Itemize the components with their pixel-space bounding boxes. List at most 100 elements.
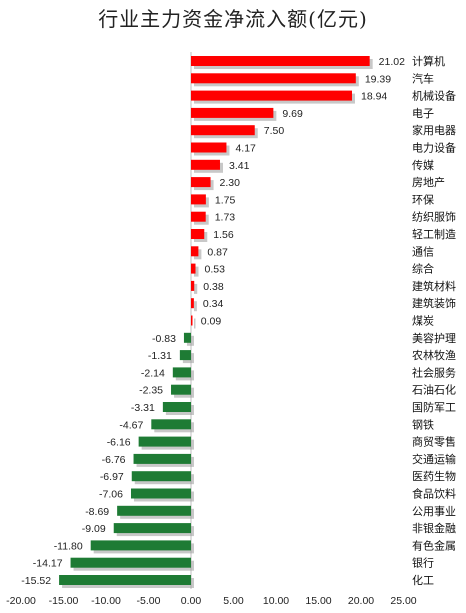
bar-value-label: -6.16 xyxy=(107,437,131,449)
bar-value-label: -14.17 xyxy=(33,558,63,570)
bar xyxy=(191,315,193,326)
bar-value-label: -2.35 xyxy=(139,385,163,397)
category-label: 传媒 xyxy=(412,159,434,172)
x-tick-label: -10.00 xyxy=(91,595,121,607)
category-label: 电力设备 xyxy=(412,141,456,155)
bar xyxy=(113,523,191,534)
category-label: 通信 xyxy=(412,245,434,258)
bar xyxy=(191,298,194,309)
category-label: 国防军工 xyxy=(412,400,456,414)
category-label: 银行 xyxy=(412,556,434,570)
category-label: 轻工制造 xyxy=(412,227,456,241)
category-label: 环保 xyxy=(412,192,434,206)
bar xyxy=(183,332,191,343)
category-label: 煤炭 xyxy=(412,315,434,328)
bar-shadow xyxy=(194,266,199,277)
x-tick-label: -15.00 xyxy=(49,595,79,607)
category-label: 化工 xyxy=(412,573,434,587)
bar xyxy=(172,367,191,378)
x-axis: -20.00 -15.00 -10.00 -5.00 0.00 5.00 10.00 15.0… xyxy=(6,595,417,607)
bar-value-label: 2.30 xyxy=(220,177,241,189)
bar xyxy=(130,488,191,499)
bar-value-label: 0.09 xyxy=(201,316,222,328)
bar-value-label: -3.31 xyxy=(131,402,155,414)
bar-value-label: -6.97 xyxy=(100,471,124,483)
bar xyxy=(191,73,356,84)
bar-value-label: 0.34 xyxy=(203,298,224,310)
bar xyxy=(191,229,205,239)
bar xyxy=(179,350,191,361)
category-label: 计算机 xyxy=(412,54,445,68)
bar-value-label: 0.53 xyxy=(205,264,226,276)
bar xyxy=(151,419,191,430)
bar xyxy=(171,384,191,395)
bar-value-label: 0.87 xyxy=(207,246,228,258)
category-label: 纺织服饰 xyxy=(412,210,456,224)
x-tick-label: -20.00 xyxy=(6,595,36,607)
bar xyxy=(191,263,196,274)
category-label: 建筑材料 xyxy=(412,279,456,293)
bar-value-label: 18.94 xyxy=(361,91,387,103)
category-label: 综合 xyxy=(412,262,434,276)
category-label: 食品饮料 xyxy=(412,487,456,501)
bar xyxy=(191,211,206,222)
bar-value-label: -4.67 xyxy=(119,419,143,431)
category-label: 农林牧渔 xyxy=(412,348,456,362)
bar-shadow xyxy=(194,301,197,312)
bar xyxy=(131,471,191,482)
bar-value-label: -2.14 xyxy=(141,367,165,379)
category-label: 医药生物 xyxy=(412,469,456,483)
category-label: 公用事业 xyxy=(412,505,456,518)
category-label: 商贸零售 xyxy=(412,435,456,449)
bar-value-label: 4.17 xyxy=(235,143,256,155)
category-label: 房地产 xyxy=(412,175,445,189)
category-label: 有色金属 xyxy=(412,538,456,552)
category-label: 建筑装饰 xyxy=(412,296,456,310)
x-tick-label: 5.00 xyxy=(223,595,244,607)
category-label: 美容护理 xyxy=(412,331,456,345)
bar xyxy=(191,280,195,291)
bar-value-label: 9.69 xyxy=(282,108,303,120)
bar xyxy=(70,557,191,568)
category-label: 交通运输 xyxy=(412,452,456,466)
bars-group: 21.02 计算机 19.39 汽车 18.94 机械设备 9.69 电子 7.50 家用电器 4.… xyxy=(21,52,456,589)
bar-value-label: -7.06 xyxy=(99,489,123,501)
bar-value-label: -11.80 xyxy=(54,540,83,552)
bar xyxy=(191,142,227,153)
bar-value-label: -15.52 xyxy=(21,575,51,587)
bar xyxy=(59,575,191,585)
bar xyxy=(191,159,220,170)
bar xyxy=(138,436,191,447)
category-label: 钢铁 xyxy=(412,418,434,431)
category-label: 汽车 xyxy=(412,71,434,85)
bar xyxy=(191,177,211,188)
category-label: 机械设备 xyxy=(412,89,456,103)
bar-value-label: 0.38 xyxy=(203,281,224,293)
bar-shadow xyxy=(194,318,196,329)
x-tick-label: 25.00 xyxy=(390,595,416,607)
bar xyxy=(117,505,191,516)
x-tick-label: 20.00 xyxy=(348,595,374,607)
bar xyxy=(191,56,370,66)
bar-value-label: 1.73 xyxy=(215,212,236,224)
x-tick-label: 15.00 xyxy=(305,595,331,607)
x-tick-label: 10.00 xyxy=(263,595,289,607)
bar xyxy=(191,125,255,136)
bar-value-label: 19.39 xyxy=(365,73,391,85)
category-label: 石油石化 xyxy=(412,383,456,397)
bar-value-label: -6.76 xyxy=(102,454,126,466)
category-label: 非银金融 xyxy=(412,521,456,535)
bar-value-label: -1.31 xyxy=(148,350,172,362)
x-tick-label: 0.00 xyxy=(181,595,202,607)
chart-title: 行业主力资金净流入额(亿元) xyxy=(98,7,368,31)
bar xyxy=(191,107,274,118)
bar-value-label: -0.83 xyxy=(152,333,176,345)
bar-shadow xyxy=(194,283,198,294)
bar xyxy=(162,402,191,412)
bar-value-label: 21.02 xyxy=(379,56,405,68)
bar xyxy=(191,194,206,205)
bar xyxy=(90,540,191,551)
bar-value-label: 1.56 xyxy=(213,229,234,241)
x-tick-label: -5.00 xyxy=(137,595,161,607)
